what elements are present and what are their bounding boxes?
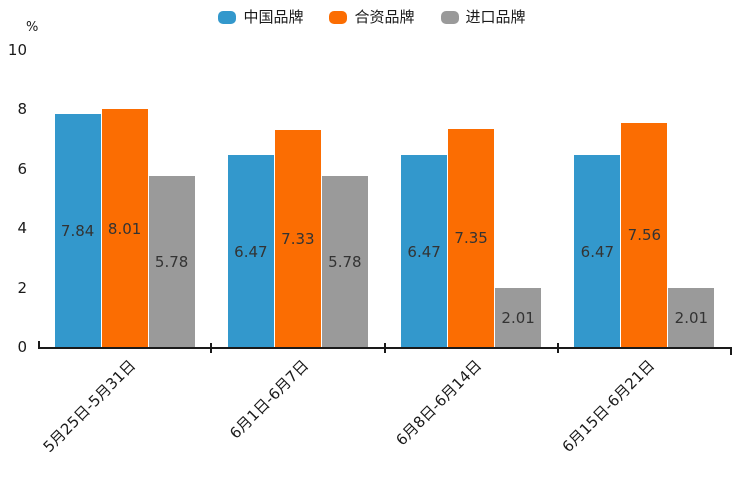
bar-value-label: 5.78 <box>328 252 362 271</box>
bar: 7.35 <box>448 128 495 348</box>
bar-value-label: 6.47 <box>234 242 268 261</box>
y-tick-label: 4 <box>17 219 27 237</box>
x-category-label: 6月1日-6月7日 <box>226 356 313 443</box>
bar: 2.01 <box>495 288 542 348</box>
bar-value-label: 7.56 <box>627 226 662 245</box>
legend-swatch-gray-icon <box>440 10 459 24</box>
bar: 2.01 <box>668 288 715 348</box>
bar: 5.78 <box>321 175 368 348</box>
bar-group: 6.47 7.33 5.78 <box>211 50 384 348</box>
legend-label: 进口品牌 <box>465 8 526 26</box>
bar: 6.47 <box>574 155 621 348</box>
legend-swatch-orange-icon <box>329 10 348 24</box>
x-axis-tick <box>38 341 40 348</box>
bar: 8.01 <box>101 109 148 348</box>
x-axis-tick <box>730 348 732 355</box>
bar-value-label: 5.78 <box>154 252 189 271</box>
bar-value-label: 6.47 <box>407 242 441 261</box>
y-axis-unit-label: % <box>26 20 39 35</box>
bar-group: 6.47 7.56 2.01 <box>558 50 731 348</box>
bar-value-label: 7.84 <box>60 222 95 241</box>
x-category-label: 6月15日-6月21日 <box>558 356 659 456</box>
bar: 5.78 <box>148 175 195 348</box>
bar-value-label: 7.33 <box>281 229 315 248</box>
bar-value-label: 2.01 <box>674 309 709 328</box>
bar-value-label: 7.35 <box>454 229 488 248</box>
x-category-label: 5月25日-5月31日 <box>39 356 140 456</box>
y-tick-label: 0 <box>17 338 27 356</box>
legend-item-china-brands[interactable]: 中国品牌 <box>218 8 303 26</box>
bar-value-label: 8.01 <box>107 219 142 238</box>
bar: 7.84 <box>54 114 101 348</box>
y-tick-label: 6 <box>17 160 27 178</box>
plot-area: 7.84 8.01 5.78 6.47 7.33 5.78 6.47 7.35 2.01 6.47… <box>38 50 731 348</box>
x-category-label: 6月8日-6月14日 <box>392 356 486 450</box>
bar-value-label: 2.01 <box>501 309 535 328</box>
bar-group: 7.84 8.01 5.78 <box>38 50 211 348</box>
bar: 6.47 <box>227 155 274 348</box>
legend: 中国品牌 合资品牌 进口品牌 <box>0 8 744 26</box>
legend-swatch-blue-icon <box>218 10 237 24</box>
legend-item-import-brands[interactable]: 进口品牌 <box>440 8 526 26</box>
y-tick-label: 2 <box>17 279 27 297</box>
legend-label: 中国品牌 <box>243 8 304 26</box>
y-tick-label: 8 <box>17 100 27 118</box>
legend-label: 合资品牌 <box>354 8 415 26</box>
bar: 7.56 <box>621 122 668 348</box>
x-axis-tick <box>210 343 212 353</box>
bar-value-label: 6.47 <box>580 242 615 261</box>
legend-item-joint-venture-brands[interactable]: 合资品牌 <box>329 8 415 26</box>
bar: 6.47 <box>401 155 448 348</box>
bar-group: 6.47 7.35 2.01 <box>385 50 558 348</box>
bar: 7.33 <box>274 129 321 348</box>
x-axis-tick <box>384 343 386 353</box>
x-axis-tick <box>557 343 559 353</box>
y-tick-label: 10 <box>7 41 27 59</box>
